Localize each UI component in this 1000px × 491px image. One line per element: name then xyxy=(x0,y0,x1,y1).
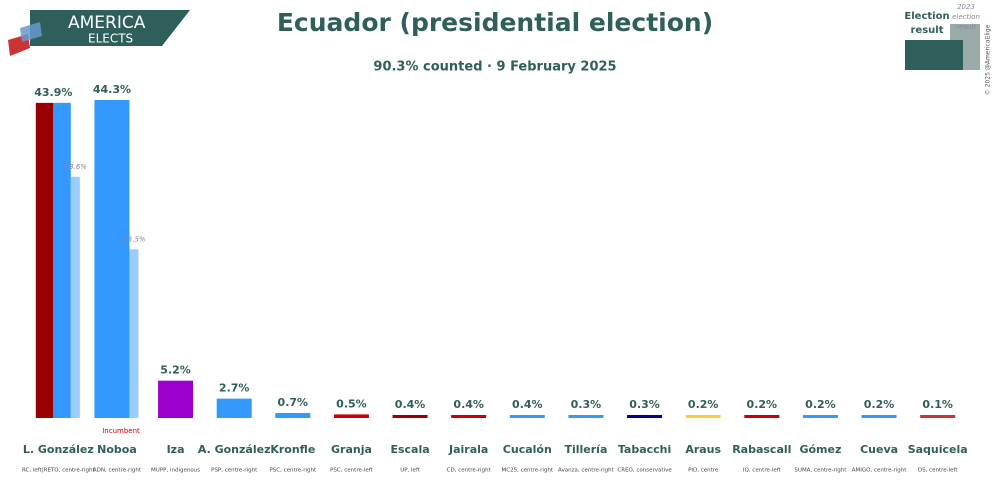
x-tick-label: Cucalón xyxy=(503,443,552,456)
x-tick-label: Kronfle xyxy=(270,443,315,456)
bar xyxy=(451,415,487,418)
bar xyxy=(627,415,663,418)
value-label: 0.7% xyxy=(278,396,309,409)
party-label: SUMA, centre-right xyxy=(794,468,847,474)
party-label: CD, centre-right xyxy=(447,468,492,474)
value-label: 0.5% xyxy=(336,397,367,410)
x-tick-label: L. González xyxy=(23,443,94,456)
copyright: © 2025 @AmericaElige xyxy=(985,24,992,95)
chart-subtitle: 90.3% counted · 9 February 2025 xyxy=(373,60,616,75)
x-tick-label: Tabacchi xyxy=(618,443,671,456)
x-tick-label: Escala xyxy=(390,443,429,456)
value-label: 2.7% xyxy=(219,382,250,395)
party-label: RC, left|RETO, centre-right xyxy=(22,468,95,474)
party-label: UP, left xyxy=(400,468,421,474)
bar xyxy=(53,102,71,418)
x-tick-label: Granja xyxy=(331,443,372,456)
legend-label: result xyxy=(956,23,976,31)
x-tick-label: Araus xyxy=(685,443,721,456)
bar xyxy=(685,415,721,418)
logo-flag xyxy=(20,22,42,42)
chart-title: Ecuador (presidential election) xyxy=(277,8,713,37)
legend-label: election xyxy=(952,13,980,21)
bar xyxy=(802,415,838,418)
party-label: Avanza, centre-right xyxy=(558,468,615,474)
party-label: PSC, centre-left xyxy=(330,468,373,474)
party-label: DS, centre-left xyxy=(918,468,959,474)
value-label: 0.2% xyxy=(688,398,719,411)
value-label: 0.4% xyxy=(453,398,484,411)
x-tick-label: Noboa xyxy=(97,443,137,456)
party-label: IQ, centre-left xyxy=(743,468,782,474)
legend-swatch-current xyxy=(905,40,963,70)
x-tick-label: A. González xyxy=(198,443,271,456)
party-label: PID, centre xyxy=(688,468,719,474)
incumbent-note: Incumbent xyxy=(102,427,140,435)
value-label: 0.4% xyxy=(395,398,426,411)
party-label: AMIGO, centre-right xyxy=(852,468,908,474)
value-label: 0.1% xyxy=(922,398,953,411)
party-label: CREO, conservative xyxy=(617,468,672,474)
party-label: PSP, centre-right xyxy=(211,468,258,474)
previous-bar xyxy=(70,176,80,418)
party-label: PSC, centre-right xyxy=(269,468,316,474)
x-tick-label: Rabascall xyxy=(732,443,791,456)
previous-value-label: 23.5% xyxy=(123,235,146,243)
x-tick-label: Tillería xyxy=(564,443,607,456)
bar xyxy=(920,415,956,418)
value-label: 0.2% xyxy=(747,398,778,411)
value-label: 0.2% xyxy=(805,398,836,411)
bar xyxy=(333,414,369,418)
party-label: ADN, centre-right xyxy=(93,468,142,474)
party-label: MC25, centre-right xyxy=(502,468,554,474)
bar xyxy=(35,102,54,418)
logo-band xyxy=(30,10,190,46)
x-tick-label: Cueva xyxy=(860,443,898,456)
x-tick-label: Jairala xyxy=(448,443,488,456)
party-label: MUPP, indigenous xyxy=(151,468,200,474)
bar xyxy=(158,380,194,418)
legend-label: result xyxy=(911,25,944,36)
value-label: 0.3% xyxy=(571,398,602,411)
value-label: 5.2% xyxy=(160,364,191,377)
logo-text: ELECTS xyxy=(88,32,133,46)
bar xyxy=(509,415,545,418)
bar xyxy=(275,412,311,418)
bar xyxy=(568,415,604,418)
legend-label: 2023 xyxy=(957,3,975,11)
value-label: 43.9% xyxy=(34,86,72,99)
x-tick-label: Gómez xyxy=(799,443,841,456)
value-label: 44.3% xyxy=(93,83,131,96)
value-label: 0.3% xyxy=(629,398,660,411)
x-tick-label: Saquicela xyxy=(908,443,968,456)
legend-label: Election xyxy=(904,11,949,22)
previous-value-label: 33.6% xyxy=(65,163,88,171)
logo-text: AMERICA xyxy=(68,13,146,33)
bar xyxy=(392,415,428,418)
bar xyxy=(861,415,897,418)
previous-bar xyxy=(129,249,139,418)
value-label: 0.2% xyxy=(864,398,895,411)
value-label: 0.4% xyxy=(512,398,543,411)
bar xyxy=(94,100,130,418)
bar xyxy=(216,398,252,418)
bar xyxy=(744,415,780,418)
x-tick-label: Iza xyxy=(167,443,185,456)
